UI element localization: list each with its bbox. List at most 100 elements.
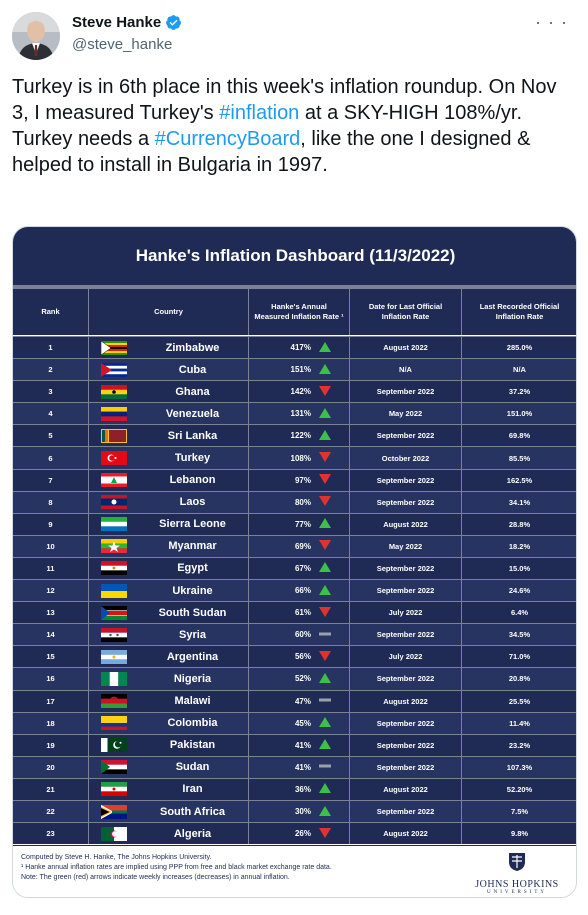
cell-date: September 2022	[350, 624, 462, 646]
logo-sub: UNIVERSITY	[487, 890, 547, 895]
cell-rate: 131%	[249, 403, 350, 425]
country-name: Sri Lanka	[167, 429, 218, 442]
country-name: Cuba	[178, 363, 207, 376]
header-date: Date for Last Official Inflation Rate	[350, 289, 462, 335]
cell-last-rate: 23.2%	[462, 735, 576, 756]
arrow-down-icon	[319, 606, 331, 619]
table-row: 12 Ukraine 66% September 2022 24.6%	[13, 579, 576, 602]
country-name: Myanmar	[168, 540, 217, 553]
table-row: 15 Argentina 56% July 2022 71.0%	[13, 645, 576, 668]
flag-srilanka-icon	[101, 428, 127, 443]
rate-value: 56%	[294, 652, 311, 662]
cell-rate: 60%	[249, 624, 350, 646]
country-name: Syria	[179, 628, 206, 641]
cell-last-rate: 28.8%	[462, 514, 576, 535]
rate-value: 122%	[290, 431, 311, 441]
author-name[interactable]: Steve Hanke	[72, 14, 182, 31]
tweet-text-part: at a SKY-HIGH 108%/yr. Turkey needs a	[12, 102, 523, 150]
author-handle[interactable]: @steve_hanke	[72, 36, 173, 53]
table-body: 1 Zimbabwe 417% August 2022 285.0% 2 Cuba 151% N…	[13, 336, 576, 845]
table-header: Rank Country Hanke's Annual Measured Inf…	[13, 289, 576, 335]
cell-date: October 2022	[350, 447, 462, 469]
hashtag-currencyboard-link[interactable]: #CurrencyBoard	[154, 128, 301, 150]
cell-date: July 2022	[350, 602, 462, 624]
flag-sudan-icon	[101, 760, 127, 775]
flag-colombia-icon	[101, 716, 127, 731]
arrow-down-icon	[319, 474, 331, 486]
arrow-down-icon	[319, 650, 331, 663]
avatar[interactable]	[12, 12, 60, 60]
table-row: 22 South Africa 30% September 2022 7.5%	[13, 799, 576, 823]
tweet-text: Turkey is in 6th place in this week's in…	[12, 74, 572, 178]
flag-ukraine-icon	[101, 583, 127, 598]
flag-pakistan-icon	[101, 738, 127, 753]
dashboard-title: Hanke's Inflation Dashboard (11/3/2022)	[13, 227, 576, 285]
dashboard-footer: Computed by Steve H. Hanke, The Johns Ho…	[13, 845, 576, 897]
arrow-up-icon	[319, 407, 331, 420]
cell-date: August 2022	[350, 337, 462, 359]
cell-country: Syria	[89, 624, 249, 646]
table-row: 14 Syria 60% September 2022 34.5%	[13, 623, 576, 646]
arrow-up-icon	[319, 739, 331, 751]
table-row: 9 Sierra Leone 77% August 2022 28.8%	[13, 512, 576, 535]
cell-country: Sudan	[89, 756, 249, 778]
country-name: Argentina	[166, 650, 219, 663]
country-name: Zimbabwe	[165, 341, 220, 354]
arrow-up-icon	[319, 363, 331, 376]
cell-rate: 36%	[249, 778, 350, 800]
arrow-down-icon	[319, 452, 331, 464]
flag-laos-icon	[101, 495, 127, 510]
arrow-up-icon	[319, 429, 331, 442]
arrow-up-icon	[319, 562, 331, 574]
cell-date: N/A	[350, 359, 462, 381]
header-country: Country	[89, 289, 249, 335]
cell-country: Sri Lanka	[89, 425, 249, 447]
rate-value: 97%	[294, 475, 311, 485]
flag-egypt-icon	[101, 561, 127, 576]
dash-flat-icon	[319, 629, 331, 641]
cell-rank: 9	[13, 513, 89, 535]
country-name: Venezuela	[165, 407, 220, 420]
cell-country: Cuba	[89, 359, 249, 381]
table-row: 7 Lebanon 97% September 2022 162.5%	[13, 468, 576, 491]
cell-date: September 2022	[350, 557, 462, 580]
cell-country: Venezuela	[89, 403, 249, 425]
header-last: Last Recorded Official Inflation Rate	[462, 289, 576, 335]
cell-last-rate: 20.8%	[462, 668, 576, 689]
cell-date: September 2022	[350, 469, 462, 491]
cell-rank: 7	[13, 469, 89, 491]
flag-southsudan-icon	[101, 605, 127, 620]
tweet-text-part: , like the one I designed & helped to in…	[12, 128, 531, 176]
country-name: South Africa	[160, 805, 225, 818]
table-row: 20 Sudan 41% September 2022 107.3%	[13, 755, 576, 778]
cell-last-rate: 285.0%	[462, 337, 576, 358]
rate-value: 417%	[290, 343, 311, 353]
cell-country: Argentina	[89, 646, 249, 668]
cell-country: Egypt	[89, 557, 249, 580]
cell-last-rate: 34.1%	[462, 492, 576, 513]
rate-value: 36%	[294, 784, 311, 794]
cell-last-rate: 107.3%	[462, 757, 576, 778]
cell-rate: 417%	[249, 337, 350, 359]
tweet-media-image[interactable]: Hanke's Inflation Dashboard (11/3/2022) …	[12, 226, 577, 898]
arrow-up-icon	[319, 805, 331, 818]
cell-last-rate: 151.0%	[462, 403, 576, 424]
cell-rank: 5	[13, 425, 89, 447]
university-shield-icon	[509, 853, 525, 871]
flag-cuba-icon	[101, 362, 127, 377]
cell-rank: 4	[13, 403, 89, 425]
cell-last-rate: 69.8%	[462, 425, 576, 446]
cell-date: September 2022	[350, 668, 462, 690]
more-horizontal-icon[interactable]: · · ·	[535, 12, 568, 32]
cell-date: September 2022	[350, 381, 462, 403]
flag-syria-icon	[101, 627, 127, 642]
country-name: Egypt	[177, 562, 208, 575]
rate-value: 69%	[294, 541, 311, 551]
cell-rate: 56%	[249, 646, 350, 668]
arrow-up-icon	[319, 783, 331, 795]
hashtag-inflation-link[interactable]: #inflation	[219, 102, 300, 124]
arrow-down-icon	[319, 496, 331, 508]
flag-sierraleone-icon	[101, 517, 127, 532]
flag-nigeria-icon	[101, 671, 127, 686]
cell-date: May 2022	[350, 403, 462, 425]
